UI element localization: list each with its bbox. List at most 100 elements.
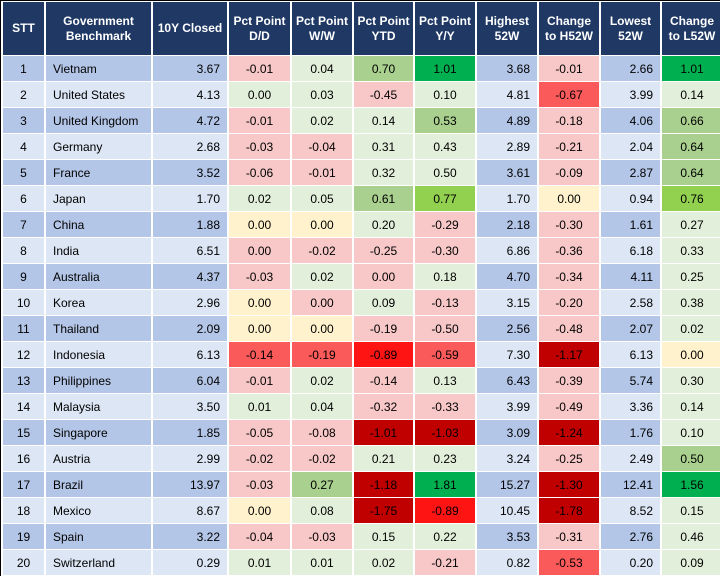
highest-52w-cell: 3.15 — [475, 289, 539, 316]
yy-cell: 0.23 — [413, 445, 477, 472]
table-row: 16 Austria 2.99 -0.02 -0.02 0.21 0.23 3.24 -0.25… — [1, 445, 720, 472]
highest-52w-cell: 3.68 — [475, 55, 539, 82]
column-header-highest-52w: Highest 52W — [475, 1, 539, 56]
closed-cell: 1.85 — [151, 419, 229, 446]
closed-cell: 13.97 — [151, 471, 229, 498]
yy-cell: -0.59 — [413, 341, 477, 368]
ww-cell: 0.04 — [290, 55, 354, 82]
change-h52w-cell: 0.00 — [537, 185, 601, 212]
ww-cell: -0.03 — [290, 523, 354, 550]
country-cell: Thailand — [44, 315, 153, 342]
change-l52w-cell: 0.00 — [660, 341, 720, 368]
change-l52w-cell: 0.46 — [660, 523, 720, 550]
ww-cell: 0.27 — [290, 471, 354, 498]
stt-cell: 17 — [1, 471, 46, 498]
country-cell: Australia — [44, 263, 153, 290]
yy-cell: -0.50 — [413, 315, 477, 342]
closed-cell: 1.88 — [151, 211, 229, 238]
ww-cell: 0.02 — [290, 107, 354, 134]
change-l52w-cell: 0.33 — [660, 237, 720, 264]
lowest-52w-cell: 1.76 — [599, 419, 662, 446]
country-cell: Austria — [44, 445, 153, 472]
table-body: 1 Vietnam 3.67 -0.01 0.04 0.70 1.01 3.68 -0.01 2.… — [1, 55, 720, 576]
ytd-cell: -1.75 — [352, 497, 415, 524]
highest-52w-cell: 10.45 — [475, 497, 539, 524]
column-header-pct-point-dd: Pct Point D/D — [227, 1, 292, 56]
table-row: 6 Japan 1.70 0.02 0.05 0.61 0.77 1.70 0.00 0.94 0.… — [1, 185, 720, 212]
ww-cell: 0.01 — [290, 549, 354, 576]
table-row: 17 Brazil 13.97 -0.03 0.27 -1.18 1.81 15.27 -1.3… — [1, 471, 720, 498]
lowest-52w-cell: 6.18 — [599, 237, 662, 264]
highest-52w-cell: 1.70 — [475, 185, 539, 212]
stt-cell: 2 — [1, 81, 46, 108]
stt-cell: 5 — [1, 159, 46, 186]
dd-cell: 0.00 — [227, 81, 292, 108]
table-row: 20 Switzerland 0.29 0.01 0.01 0.02 -0.21 0.82 -0… — [1, 549, 720, 576]
ww-cell: -0.01 — [290, 159, 354, 186]
table-row: 13 Philippines 6.04 -0.01 0.02 -0.14 0.13 6.43-… — [1, 367, 720, 394]
ytd-cell: 0.32 — [352, 159, 415, 186]
change-l52w-cell: 0.76 — [660, 185, 720, 212]
closed-cell: 3.67 — [151, 55, 229, 82]
country-cell: Indonesia — [44, 341, 153, 368]
dd-cell: -0.06 — [227, 159, 292, 186]
closed-cell: 3.50 — [151, 393, 229, 420]
closed-cell: 6.13 — [151, 341, 229, 368]
stt-cell: 9 — [1, 263, 46, 290]
column-header-stt: STT — [1, 1, 46, 56]
dd-cell: -0.05 — [227, 419, 292, 446]
closed-cell: 3.52 — [151, 159, 229, 186]
closed-cell: 1.70 — [151, 185, 229, 212]
closed-cell: 2.99 — [151, 445, 229, 472]
lowest-52w-cell: 4.06 — [599, 107, 662, 134]
country-cell: Vietnam — [44, 55, 153, 82]
change-l52w-cell: 0.64 — [660, 159, 720, 186]
highest-52w-cell: 2.18 — [475, 211, 539, 238]
country-cell: Germany — [44, 133, 153, 160]
change-l52w-cell: 0.64 — [660, 133, 720, 160]
change-h52w-cell: -0.21 — [537, 133, 601, 160]
stt-cell: 14 — [1, 393, 46, 420]
dd-cell: 0.01 — [227, 549, 292, 576]
yy-cell: -0.21 — [413, 549, 477, 576]
header-row: STT Government Benchmark 10Y Closed Pct … — [1, 1, 720, 56]
highest-52w-cell: 4.81 — [475, 81, 539, 108]
ytd-cell: 0.31 — [352, 133, 415, 160]
country-cell: France — [44, 159, 153, 186]
ww-cell: -0.02 — [290, 445, 354, 472]
change-h52w-cell: -1.30 — [537, 471, 601, 498]
closed-cell: 8.67 — [151, 497, 229, 524]
change-h52w-cell: -0.20 — [537, 289, 601, 316]
change-l52w-cell: 1.01 — [660, 55, 720, 82]
change-h52w-cell: -0.39 — [537, 367, 601, 394]
stt-cell: 6 — [1, 185, 46, 212]
table-row: 2 United States 4.13 0.00 0.03 -0.45 0.10 4.81-… — [1, 81, 720, 108]
ytd-cell: 0.02 — [352, 549, 415, 576]
stt-cell: 12 — [1, 341, 46, 368]
highest-52w-cell: 3.53 — [475, 523, 539, 550]
closed-cell: 4.37 — [151, 263, 229, 290]
table-row: 9 Australia 4.37 -0.03 0.02 0.00 0.18 4.70 -0.34… — [1, 263, 720, 290]
yy-cell: 0.43 — [413, 133, 477, 160]
column-header-10y-closed: 10Y Closed — [151, 1, 229, 56]
highest-52w-cell: 0.82 — [475, 549, 539, 576]
ytd-cell: -0.19 — [352, 315, 415, 342]
dd-cell: 0.00 — [227, 497, 292, 524]
ww-cell: 0.00 — [290, 211, 354, 238]
dd-cell: 0.00 — [227, 315, 292, 342]
country-cell: Japan — [44, 185, 153, 212]
highest-52w-cell: 2.56 — [475, 315, 539, 342]
table-row: 19 Spain 3.22 -0.04 -0.03 0.15 0.22 3.53 -0.31 2.… — [1, 523, 720, 550]
lowest-52w-cell: 12.41 — [599, 471, 662, 498]
change-l52w-cell: 0.50 — [660, 445, 720, 472]
dd-cell: 0.00 — [227, 237, 292, 264]
dd-cell: 0.00 — [227, 289, 292, 316]
highest-52w-cell: 6.86 — [475, 237, 539, 264]
lowest-52w-cell: 0.94 — [599, 185, 662, 212]
ww-cell: 0.00 — [290, 315, 354, 342]
ytd-cell: 0.09 — [352, 289, 415, 316]
closed-cell: 6.04 — [151, 367, 229, 394]
yy-cell: -0.13 — [413, 289, 477, 316]
table-row: 1 Vietnam 3.67 -0.01 0.04 0.70 1.01 3.68 -0.01 2.… — [1, 55, 720, 82]
